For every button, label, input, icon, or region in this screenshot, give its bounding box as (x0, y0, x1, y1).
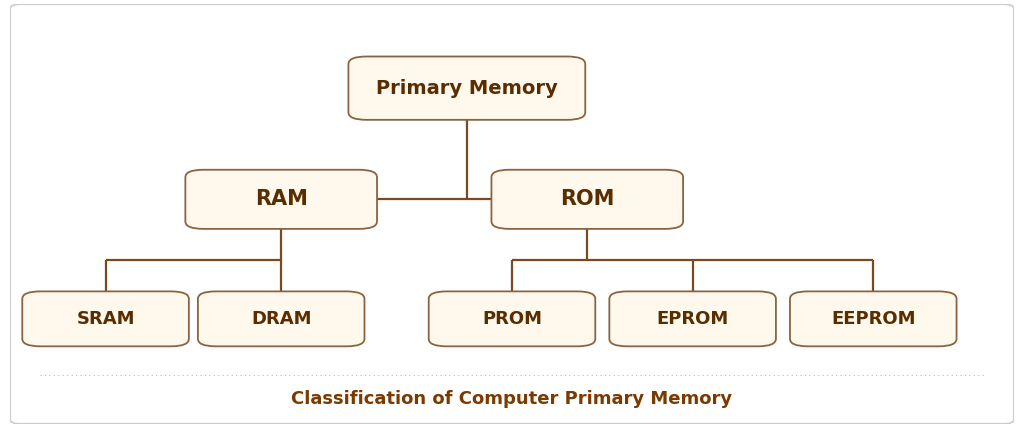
FancyBboxPatch shape (198, 291, 365, 346)
Text: SRAM: SRAM (77, 310, 135, 328)
FancyBboxPatch shape (429, 291, 595, 346)
FancyBboxPatch shape (790, 291, 956, 346)
Text: EPROM: EPROM (656, 310, 729, 328)
Text: DRAM: DRAM (251, 310, 311, 328)
FancyBboxPatch shape (492, 170, 683, 229)
FancyBboxPatch shape (23, 291, 188, 346)
Text: RAM: RAM (255, 189, 307, 209)
Text: EEPROM: EEPROM (831, 310, 915, 328)
Text: Classification of Computer Primary Memory: Classification of Computer Primary Memor… (292, 390, 732, 408)
Text: ROM: ROM (560, 189, 614, 209)
Text: Primary Memory: Primary Memory (376, 79, 558, 98)
Text: PROM: PROM (482, 310, 542, 328)
FancyBboxPatch shape (609, 291, 776, 346)
FancyBboxPatch shape (185, 170, 377, 229)
FancyBboxPatch shape (348, 56, 586, 120)
